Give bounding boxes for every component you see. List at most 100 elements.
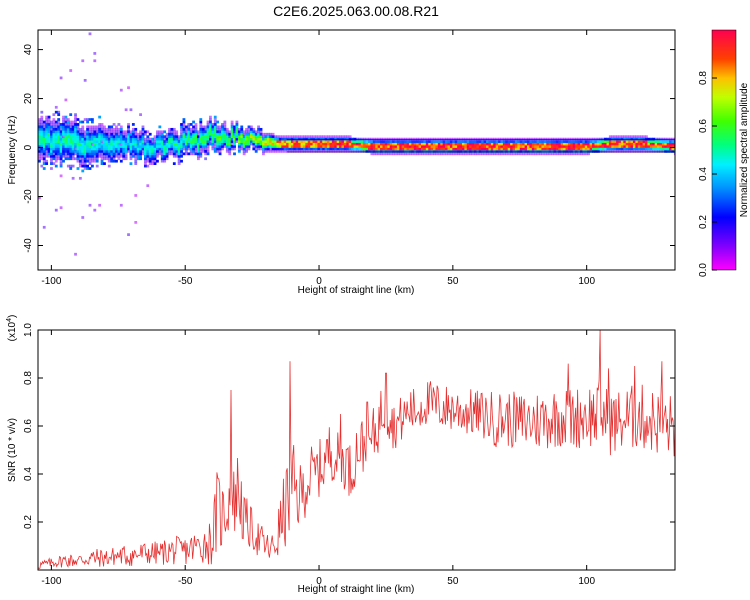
heatmap-cell bbox=[673, 152, 675, 156]
heatmap-cell bbox=[177, 145, 181, 148]
heatmap-cell bbox=[129, 108, 133, 112]
heatmap-cell bbox=[139, 154, 142, 158]
heatmap-cell bbox=[151, 159, 155, 163]
heatmap-cell bbox=[115, 152, 118, 156]
heatmap-cell bbox=[295, 145, 299, 148]
heatmap-cell bbox=[78, 132, 82, 136]
heatmap-cell bbox=[295, 140, 299, 143]
heatmap-cell bbox=[83, 159, 87, 163]
heatmap-cell bbox=[507, 140, 511, 143]
heatmap-cell bbox=[389, 147, 393, 151]
heatmap-cell bbox=[52, 118, 56, 121]
heatmap-cell bbox=[81, 142, 85, 146]
heatmap-cell bbox=[387, 145, 391, 148]
heatmap-cell bbox=[604, 145, 607, 148]
heatmap-cell bbox=[228, 137, 232, 141]
heatmap-cell bbox=[457, 140, 460, 143]
heatmap-cell bbox=[575, 147, 578, 151]
heatmap-cell bbox=[57, 137, 61, 141]
heatmap-cell bbox=[98, 127, 102, 131]
heatmap-cell bbox=[372, 147, 376, 151]
heatmap-cell bbox=[100, 125, 104, 129]
heatmap-cell bbox=[293, 137, 297, 141]
heatmap-cell bbox=[233, 130, 236, 134]
heatmap-cell bbox=[558, 145, 562, 148]
heatmap-cell bbox=[565, 147, 569, 151]
heatmap-cell bbox=[596, 140, 600, 143]
heatmap-cell bbox=[221, 137, 224, 141]
heatmap-cell bbox=[428, 145, 432, 148]
heatmap-cell bbox=[594, 142, 598, 146]
heatmap-cell bbox=[645, 135, 648, 139]
heatmap-cell bbox=[334, 142, 338, 146]
heatmap-cell bbox=[158, 150, 162, 153]
heatmap-cell bbox=[312, 150, 316, 153]
heatmap-cell bbox=[76, 127, 80, 131]
heatmap-cell bbox=[83, 140, 87, 143]
heatmap-cell bbox=[141, 147, 145, 151]
heatmap-cell bbox=[237, 145, 241, 148]
heatmap-cell bbox=[274, 145, 277, 148]
heatmap-cell bbox=[127, 123, 130, 126]
heatmap-cell bbox=[156, 140, 159, 143]
heatmap-cell bbox=[317, 142, 321, 146]
heatmap-cell bbox=[50, 147, 53, 151]
heatmap-cell bbox=[377, 147, 381, 151]
heatmap-cell bbox=[425, 150, 429, 153]
heatmap-cell bbox=[98, 203, 102, 207]
heatmap-cell bbox=[659, 145, 663, 148]
heatmap-cell bbox=[664, 142, 668, 146]
heatmap-cell bbox=[213, 127, 217, 131]
heatmap-cell bbox=[517, 140, 521, 143]
heatmap-cell bbox=[293, 142, 297, 146]
heatmap-cell bbox=[177, 147, 181, 151]
heatmap-cell bbox=[348, 140, 352, 143]
heatmap-cell bbox=[355, 145, 359, 148]
heatmap-cell bbox=[406, 142, 410, 146]
heatmap-cell bbox=[206, 132, 210, 136]
heatmap-cell bbox=[563, 140, 566, 143]
heatmap-cell bbox=[95, 150, 99, 153]
heatmap-cell bbox=[112, 150, 116, 153]
heatmap-cell bbox=[536, 140, 540, 143]
heatmap-cell bbox=[62, 154, 65, 158]
heatmap-cell bbox=[589, 142, 593, 146]
heatmap-cell bbox=[196, 137, 200, 141]
heatmap-cell bbox=[486, 140, 489, 143]
heatmap-cell bbox=[411, 145, 415, 148]
heatmap-cell bbox=[59, 130, 63, 134]
heatmap-cell bbox=[505, 147, 509, 151]
heatmap-cell bbox=[62, 115, 65, 119]
heatmap-cell bbox=[47, 147, 51, 151]
heatmap-cell bbox=[143, 140, 147, 143]
heatmap-cell bbox=[526, 147, 530, 151]
heatmap-cell bbox=[112, 140, 116, 143]
heatmap-cell bbox=[380, 137, 383, 141]
heatmap-cell bbox=[671, 150, 675, 153]
heatmap-cell bbox=[131, 137, 135, 141]
heatmap-cell bbox=[305, 145, 309, 148]
heatmap-cell bbox=[630, 145, 634, 148]
heatmap-cell bbox=[93, 154, 97, 158]
heatmap-cell bbox=[170, 132, 174, 136]
heatmap-cell bbox=[298, 140, 301, 143]
heatmap-cell bbox=[242, 147, 246, 151]
heatmap-cell bbox=[281, 147, 285, 151]
heatmap-cell bbox=[134, 147, 138, 151]
heatmap-cell bbox=[500, 145, 504, 148]
heatmap-cell bbox=[264, 137, 268, 141]
heatmap-cell bbox=[204, 152, 208, 156]
heatmap-cell bbox=[119, 127, 123, 131]
heatmap-cell bbox=[315, 150, 318, 153]
heatmap-cell bbox=[649, 145, 653, 148]
heatmap-cell bbox=[616, 150, 619, 153]
heatmap-cell bbox=[170, 142, 174, 146]
heatmap-cell bbox=[141, 142, 145, 146]
heatmap-cell bbox=[380, 142, 383, 146]
heatmap-cell bbox=[209, 140, 212, 143]
heatmap-cell bbox=[563, 147, 566, 151]
heatmap-cell bbox=[584, 140, 588, 143]
heatmap-cell bbox=[423, 142, 427, 146]
heatmap-cell bbox=[57, 132, 61, 136]
heatmap-cell bbox=[276, 150, 280, 153]
